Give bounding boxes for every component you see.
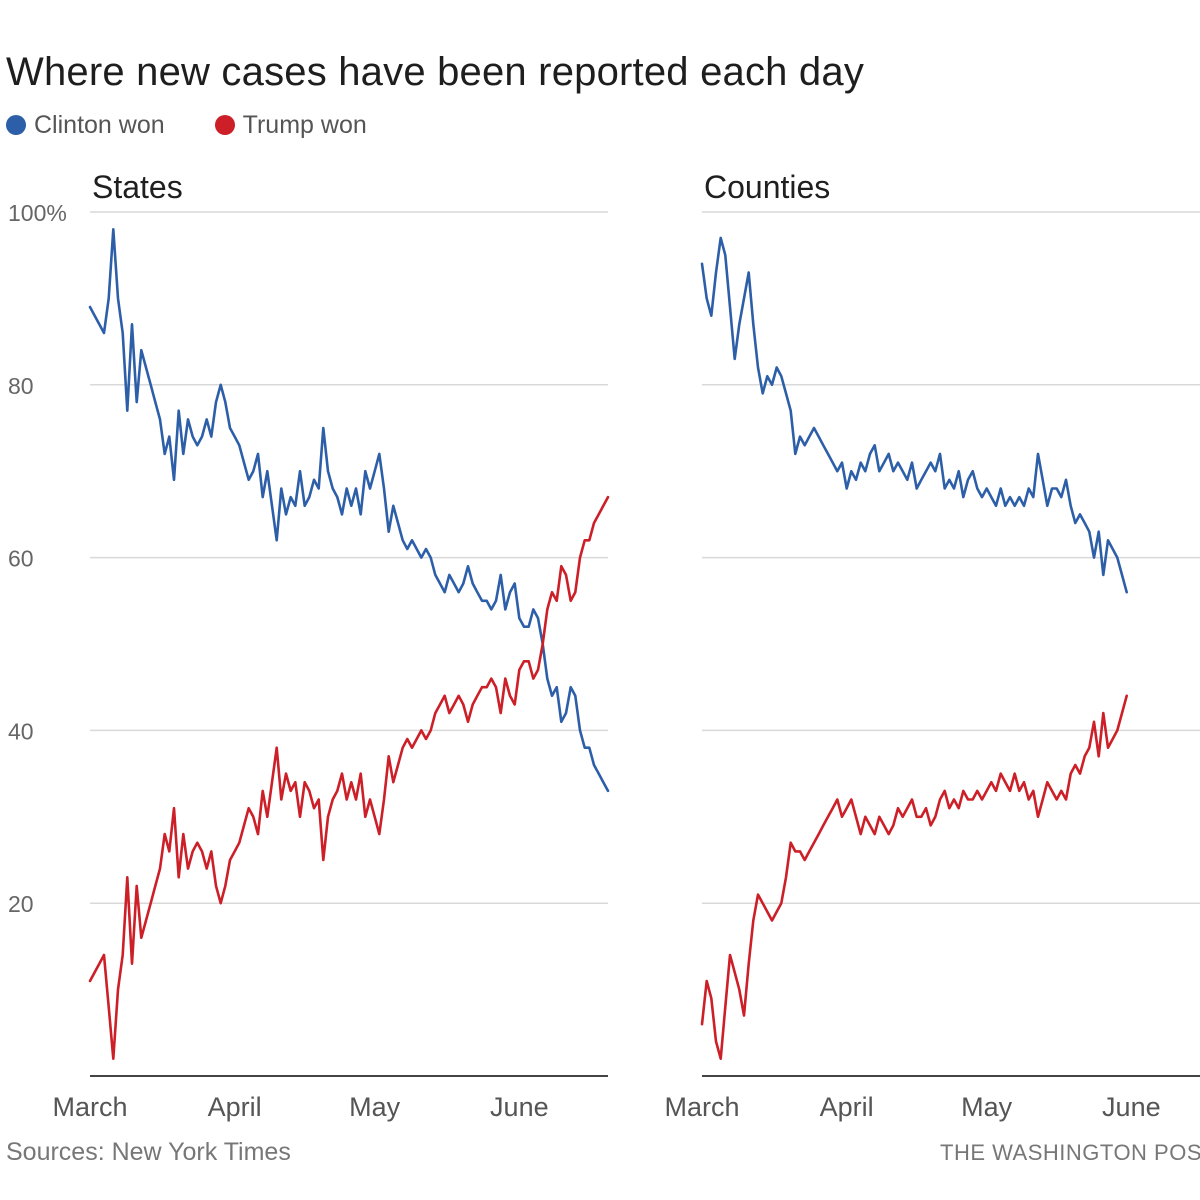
legend-item-trump: Trump won — [214, 110, 367, 140]
states-xtick-label-june: June — [490, 1092, 549, 1122]
counties-line-clinton — [700, 236, 1128, 594]
legend: Clinton won Trump won — [6, 110, 417, 140]
states-ytick-label-40: 40 — [8, 718, 34, 744]
legend-swatch-trump — [214, 115, 235, 135]
counties-xtick-label-april: April — [820, 1092, 874, 1122]
legend-item-clinton: Clinton won — [6, 111, 165, 140]
states-line-trump — [88, 495, 610, 1060]
states-ytick-label-20: 20 — [8, 891, 34, 917]
states-line-clinton — [88, 228, 610, 793]
legend-label-clinton: Clinton won — [34, 110, 165, 139]
states-ytick-label-100: 100% — [8, 200, 67, 226]
states-xtick-label-march: March — [52, 1092, 127, 1122]
counties-xtick-label-march: March — [664, 1092, 739, 1122]
legend-label-trump: Trump won — [242, 110, 367, 139]
source-note: Sources: New York Times — [6, 1138, 291, 1166]
states-xtick-label-may: May — [349, 1092, 401, 1122]
publisher-credit: THE WASHINGTON POS — [940, 1140, 1200, 1165]
legend-swatch-clinton — [6, 115, 26, 135]
states-ytick-label-80: 80 — [8, 373, 34, 399]
counties-xtick-label-may: May — [961, 1092, 1013, 1122]
counties-line-trump — [700, 694, 1128, 1060]
counties-xtick-label-june: June — [1102, 1092, 1161, 1122]
states-ytick-label-60: 60 — [8, 546, 34, 572]
states-panel-title: States — [92, 169, 183, 205]
counties-panel-title: Counties — [704, 169, 830, 205]
states-xtick-label-april: April — [208, 1092, 262, 1122]
chart-title: Where new cases have been reported each … — [6, 50, 865, 94]
